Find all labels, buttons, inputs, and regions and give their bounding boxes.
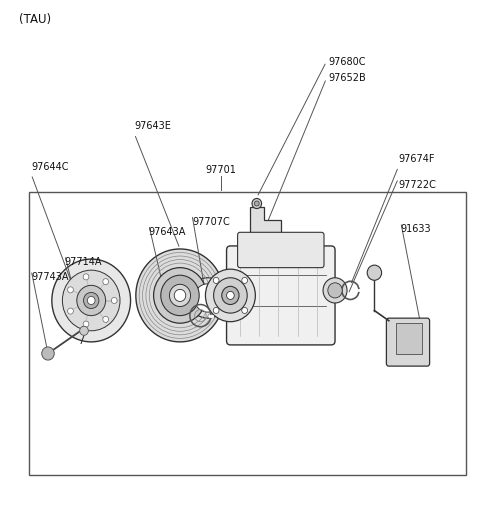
Text: 97643A: 97643A xyxy=(149,227,186,237)
FancyBboxPatch shape xyxy=(227,246,335,345)
Circle shape xyxy=(87,296,95,305)
Polygon shape xyxy=(250,207,281,245)
Circle shape xyxy=(154,268,206,323)
Circle shape xyxy=(205,269,255,322)
Circle shape xyxy=(80,326,88,335)
Text: 97644C: 97644C xyxy=(31,162,69,172)
Circle shape xyxy=(62,270,120,331)
Circle shape xyxy=(77,285,106,316)
Circle shape xyxy=(161,275,199,316)
Text: 97674F: 97674F xyxy=(398,154,435,164)
Circle shape xyxy=(214,278,247,313)
Circle shape xyxy=(136,249,224,342)
Circle shape xyxy=(111,297,117,304)
Text: 97707C: 97707C xyxy=(192,217,230,227)
Circle shape xyxy=(83,321,89,327)
Circle shape xyxy=(169,284,191,307)
Circle shape xyxy=(242,277,248,283)
Circle shape xyxy=(103,316,108,322)
Circle shape xyxy=(42,347,54,360)
Circle shape xyxy=(83,274,89,280)
Circle shape xyxy=(213,277,219,283)
Circle shape xyxy=(242,308,248,314)
Text: 97643E: 97643E xyxy=(134,121,171,131)
Circle shape xyxy=(328,283,342,298)
Text: 97680C: 97680C xyxy=(329,57,366,67)
Circle shape xyxy=(68,308,73,314)
Circle shape xyxy=(188,278,227,318)
Text: 97652B: 97652B xyxy=(329,73,367,83)
Text: 97701: 97701 xyxy=(205,165,236,175)
Circle shape xyxy=(174,289,186,301)
Text: 97714A: 97714A xyxy=(65,257,102,267)
Circle shape xyxy=(222,286,239,305)
Text: (TAU): (TAU) xyxy=(19,13,51,26)
Circle shape xyxy=(68,287,73,293)
Bar xyxy=(29,192,466,475)
Bar xyxy=(396,323,422,353)
Circle shape xyxy=(227,291,234,299)
Text: 97743A: 97743A xyxy=(31,272,69,282)
Circle shape xyxy=(213,308,219,314)
Text: 97722C: 97722C xyxy=(398,180,436,190)
Circle shape xyxy=(103,279,108,285)
FancyBboxPatch shape xyxy=(238,232,324,268)
Circle shape xyxy=(323,278,347,303)
Circle shape xyxy=(84,292,99,309)
Circle shape xyxy=(194,284,221,312)
Circle shape xyxy=(367,265,382,280)
Text: 91633: 91633 xyxy=(401,224,432,234)
Circle shape xyxy=(52,259,131,342)
Circle shape xyxy=(252,198,262,209)
Circle shape xyxy=(254,201,259,206)
FancyBboxPatch shape xyxy=(386,318,430,366)
